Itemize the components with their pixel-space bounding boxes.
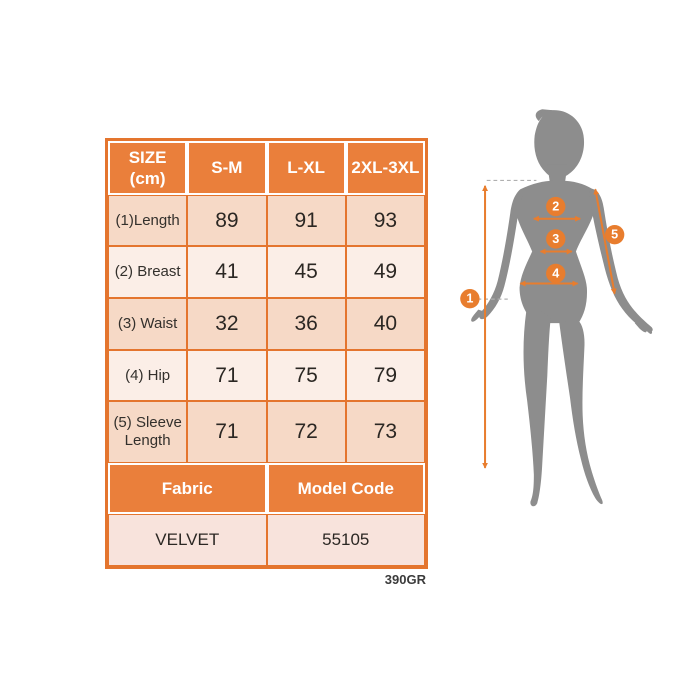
sleeve-value-2xl3xl: 73	[345, 401, 425, 463]
breast-value-sm: 41	[187, 246, 267, 298]
size-table: SIZE (cm) S-M L-XL 2XL-3XL (1)Length 89 …	[105, 138, 428, 569]
col-header-s-m: S-M	[187, 141, 267, 195]
length-value-lxl: 91	[266, 195, 346, 246]
model-code-value: 55105	[266, 514, 425, 566]
model-code-header: Model Code	[266, 463, 425, 514]
row-label-waist: (3) Waist	[108, 298, 188, 350]
marker-4-number: 4	[552, 266, 559, 280]
fabric-header: Fabric	[108, 463, 267, 514]
size-unit-header: SIZE (cm)	[108, 141, 188, 195]
marker-3-number: 3	[552, 232, 559, 246]
sleeve-value-lxl: 72	[266, 401, 346, 463]
breast-value-2xl3xl: 49	[345, 246, 425, 298]
length-value-sm: 89	[187, 195, 267, 246]
row-label-sleeve-length: (5) Sleeve Length	[108, 401, 188, 463]
measurement-figure: 1 2 3 4 5	[460, 109, 653, 507]
breast-value-lxl: 45	[266, 246, 346, 298]
col-header-l-xl: L-XL	[266, 141, 346, 195]
marker-2-number: 2	[552, 200, 559, 214]
col-header-2xl-3xl: 2XL-3XL	[345, 141, 425, 195]
hip-value-lxl: 75	[266, 350, 346, 401]
waist-value-2xl3xl: 40	[345, 298, 425, 350]
length-value-2xl3xl: 93	[345, 195, 425, 246]
marker-5-badge	[604, 225, 625, 245]
marker-2-badge	[546, 196, 566, 217]
fabric-value: VELVET	[108, 514, 267, 566]
waist-value-sm: 32	[187, 298, 267, 350]
woman-silhouette-icon	[471, 109, 653, 507]
sleeve-arrow	[593, 188, 617, 295]
marker-1-badge	[460, 289, 480, 309]
sleeve-value-sm: 71	[187, 401, 267, 463]
weight-note: 390GR	[384, 572, 426, 587]
marker-5-number: 5	[611, 228, 618, 242]
row-label-breast: (2) Breast	[108, 246, 188, 298]
hip-value-sm: 71	[187, 350, 267, 401]
hip-value-2xl3xl: 79	[345, 350, 425, 401]
waist-value-lxl: 36	[266, 298, 346, 350]
marker-1-number: 1	[466, 292, 473, 306]
row-label-length: (1)Length	[108, 195, 188, 246]
marker-4-badge	[546, 263, 566, 284]
row-label-hip: (4) Hip	[108, 350, 188, 401]
marker-3-badge	[546, 229, 566, 249]
